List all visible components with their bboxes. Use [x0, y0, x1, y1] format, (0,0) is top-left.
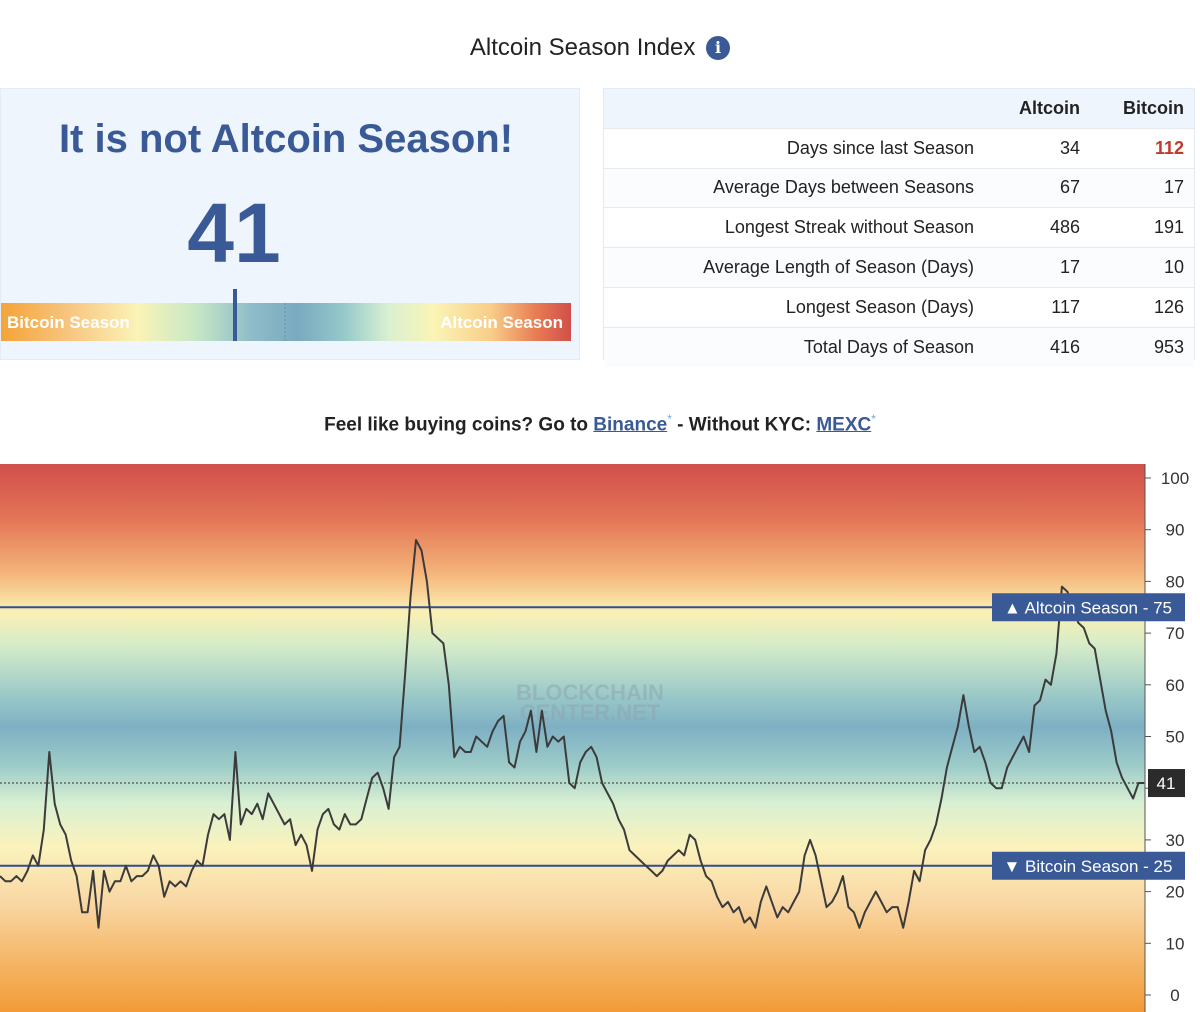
title-text: Altcoin Season Index	[469, 34, 696, 61]
row-label: Longest Streak without Season	[724, 217, 974, 238]
threshold-label-box	[992, 851, 1185, 880]
column-header-altcoin: Altcoin	[1019, 97, 1080, 118]
altcoin-value: 34	[1059, 137, 1080, 158]
watermark: BLOCKCHAIN CENTER.NET	[516, 680, 664, 725]
binance-asterisk: *	[667, 412, 672, 426]
threshold-label-text: ▲ Altcoin Season - 75	[1004, 598, 1172, 617]
series-line	[0, 539, 1144, 929]
y-tick-label: 10	[1166, 934, 1185, 953]
altcoin-value: 416	[1049, 336, 1080, 357]
gauge-midline	[284, 303, 286, 341]
bitcoin-value: 112	[1154, 137, 1184, 158]
table-row: Total Days of Season 416 953	[604, 327, 1194, 367]
current-value-badge: 41	[1148, 769, 1185, 798]
y-tick-label: 70	[1166, 624, 1185, 643]
promo-middle: - Without KYC:	[677, 414, 812, 436]
table-header-row: Altcoin Bitcoin	[604, 89, 1194, 129]
table-row: Average Days between Seasons 67 17	[604, 168, 1194, 208]
column-header	[604, 89, 984, 128]
gauge-left-label: Bitcoin Season	[7, 313, 130, 332]
table-row: Days since last Season 34 112	[604, 128, 1194, 168]
y-tick-label: 90	[1166, 521, 1185, 540]
promo-line: Feel like buying coins? Go to Binance* -…	[0, 412, 1200, 436]
table-row: Average Length of Season (Days) 17 10	[604, 247, 1194, 288]
row-label: Average Days between Seasons	[713, 177, 974, 198]
bitcoin-value: 126	[1153, 296, 1184, 317]
binance-link[interactable]: Binance	[593, 414, 668, 436]
season-status-panel: It is not Altcoin Season! 41 Bitcoin Sea…	[0, 88, 580, 360]
season-headline: It is not Altcoin Season!	[58, 117, 514, 161]
bitcoin-value: 191	[1153, 217, 1184, 238]
y-axis-ticks: 1009080706050403020100	[1145, 469, 1189, 1005]
y-tick-label: 100	[1161, 469, 1189, 488]
row-label: Days since last Season	[786, 137, 974, 158]
threshold-label-text: ▼ Bitcoin Season - 25	[1004, 857, 1173, 876]
mexc-asterisk: *	[871, 412, 876, 426]
table-row: Longest Season (Days) 117 126	[604, 287, 1194, 327]
page-title: Altcoin Season Index i	[0, 34, 1200, 62]
promo-prefix: Feel like buying coins? Go to	[324, 414, 589, 436]
row-label: Total Days of Season	[803, 336, 974, 357]
mexc-link[interactable]: MEXC	[816, 414, 872, 436]
altcoin-value: 117	[1051, 296, 1080, 317]
y-tick-label: 80	[1166, 572, 1185, 591]
current-value-text: 41	[1157, 774, 1176, 793]
y-tick-label: 50	[1166, 728, 1185, 747]
gauge-right-label: Altcoin Season	[440, 313, 563, 332]
y-tick-label: 60	[1166, 676, 1185, 695]
threshold-label-box	[992, 593, 1185, 622]
y-tick-label: 0	[1170, 986, 1179, 1005]
gauge-marker	[232, 289, 237, 341]
season-gauge: Bitcoin Season Altcoin Season	[1, 289, 571, 341]
index-value: 41	[187, 186, 281, 280]
threshold-labels: ▲ Altcoin Season - 75 ▼ Bitcoin Season - …	[992, 593, 1185, 880]
altcoin-value: 17	[1059, 257, 1080, 278]
y-tick-label: 20	[1166, 883, 1185, 902]
column-header-bitcoin: Bitcoin	[1123, 97, 1184, 118]
row-label: Average Length of Season (Days)	[703, 257, 974, 278]
row-label: Longest Season (Days)	[785, 296, 974, 317]
season-stats-table: Altcoin Bitcoin Days since last Season 3…	[603, 88, 1195, 367]
bitcoin-value: 10	[1163, 257, 1184, 278]
threshold-layer	[0, 606, 1145, 867]
watermark-line-1: BLOCKCHAIN	[516, 680, 664, 705]
altcoin-season-chart: BLOCKCHAIN CENTER.NET 100908070605040302…	[0, 464, 1200, 1012]
chart-svg: BLOCKCHAIN CENTER.NET 100908070605040302…	[0, 464, 1189, 1012]
current-value-box	[1148, 769, 1185, 798]
bitcoin-value: 953	[1153, 336, 1184, 357]
info-icon[interactable]: i	[706, 36, 731, 60]
y-tick-label: 30	[1166, 831, 1185, 850]
bitcoin-value: 17	[1163, 177, 1184, 198]
table-row: Longest Streak without Season 486 191	[604, 207, 1194, 248]
threshold-label: ▲ Altcoin Season - 75	[992, 593, 1185, 622]
threshold-label: ▼ Bitcoin Season - 25	[992, 851, 1185, 880]
chart-background	[0, 464, 1145, 1012]
altcoin-value: 486	[1049, 217, 1080, 238]
altcoin-value: 67	[1059, 177, 1080, 198]
